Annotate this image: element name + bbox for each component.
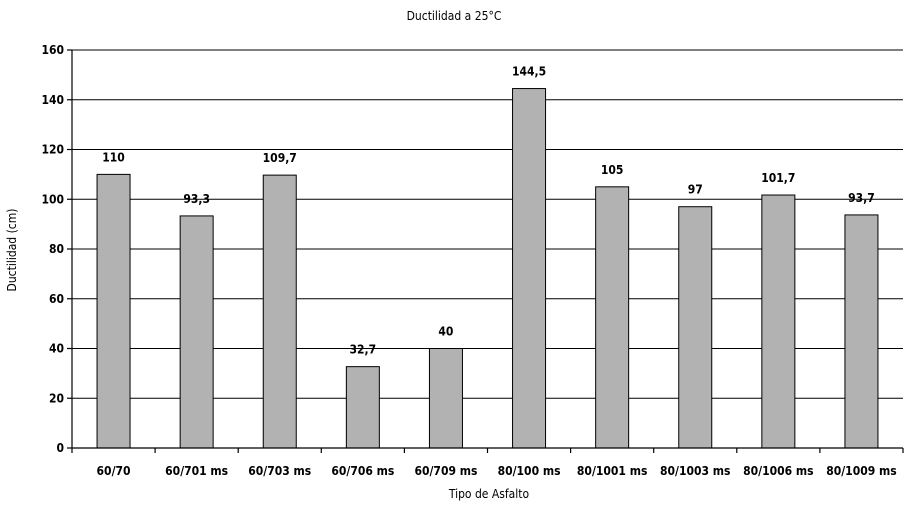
data-label-0: 110	[102, 150, 125, 164]
x-tick-labels: 60/70 60/701 ms 60/703 ms 60/706 ms 60/709 m…	[97, 464, 897, 478]
bar-4	[428, 348, 463, 449]
bar-7	[678, 206, 713, 449]
y-tick-label-160: 160	[41, 43, 64, 57]
y-tick-label-80: 80	[49, 242, 64, 256]
x-tick-label-4: 60/709 ms	[414, 464, 477, 478]
data-label-4: 40	[438, 325, 453, 339]
y-tick-label-100: 100	[41, 192, 64, 206]
x-tick-label-9: 80/1009 ms	[826, 464, 896, 478]
bar-9	[844, 214, 879, 449]
data-label-9: 93,7	[848, 191, 875, 205]
y-tick-label-0: 0	[56, 441, 64, 455]
x-tick-label-5: 80/100 ms	[498, 464, 561, 478]
x-tick-label-1: 60/701 ms	[165, 464, 228, 478]
y-tick-label-60: 60	[49, 292, 64, 306]
bar-6	[595, 186, 630, 449]
data-label-2: 109,7	[263, 151, 297, 165]
y-tick-label-40: 40	[49, 342, 64, 356]
bar-8	[761, 194, 796, 449]
bar-0	[96, 173, 131, 449]
chart-title: Ductilidad a 25°C	[407, 9, 502, 23]
bar-3	[345, 366, 380, 449]
x-tick-label-8: 80/1006 ms	[743, 464, 813, 478]
bar-5	[512, 88, 547, 449]
data-label-1: 93,3	[183, 192, 210, 206]
x-axis-label: Tipo de Asfalto	[448, 487, 530, 501]
x-tick-label-6: 80/1001 ms	[577, 464, 647, 478]
x-tick-label-7: 80/1003 ms	[660, 464, 730, 478]
x-tick-label-2: 60/703 ms	[248, 464, 311, 478]
x-tick-label-0: 60/70	[97, 464, 131, 478]
y-tick-label-120: 120	[41, 143, 64, 157]
x-tick-label-3: 60/706 ms	[331, 464, 394, 478]
y-axis-label: Ductilidad (cm)	[5, 209, 19, 292]
y-tick-labels: 0 20 40 60 80 100 120 140 160	[41, 43, 64, 455]
axes	[67, 49, 904, 453]
bars	[96, 88, 879, 449]
data-labels: 110 93,3 109,7 32,7 40 144,5 105 97 101,7 93,7	[102, 65, 874, 357]
y-tick-label-20: 20	[49, 391, 64, 405]
bar-1	[179, 215, 214, 449]
data-label-8: 101,7	[761, 171, 795, 185]
bar-2	[262, 174, 297, 449]
data-label-7: 97	[688, 183, 703, 197]
data-label-5: 144,5	[512, 65, 546, 79]
data-label-6: 105	[601, 163, 624, 177]
data-label-3: 32,7	[350, 343, 377, 357]
y-tick-label-140: 140	[41, 93, 64, 107]
